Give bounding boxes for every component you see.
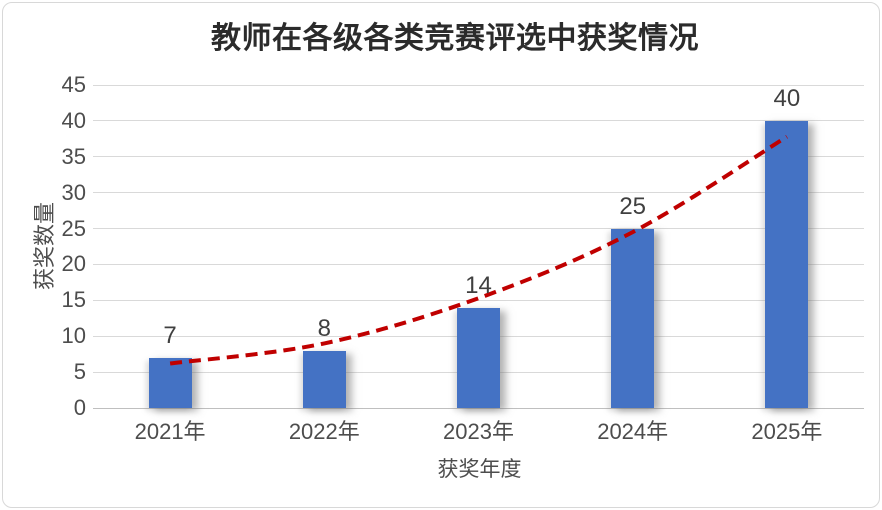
x-axis-title: 获奖年度 [437, 458, 522, 481]
y-axis-title: 获奖数量 [32, 201, 57, 291]
chart-title: 教师在各级各类竞赛评选中获奖情况 [211, 22, 699, 55]
